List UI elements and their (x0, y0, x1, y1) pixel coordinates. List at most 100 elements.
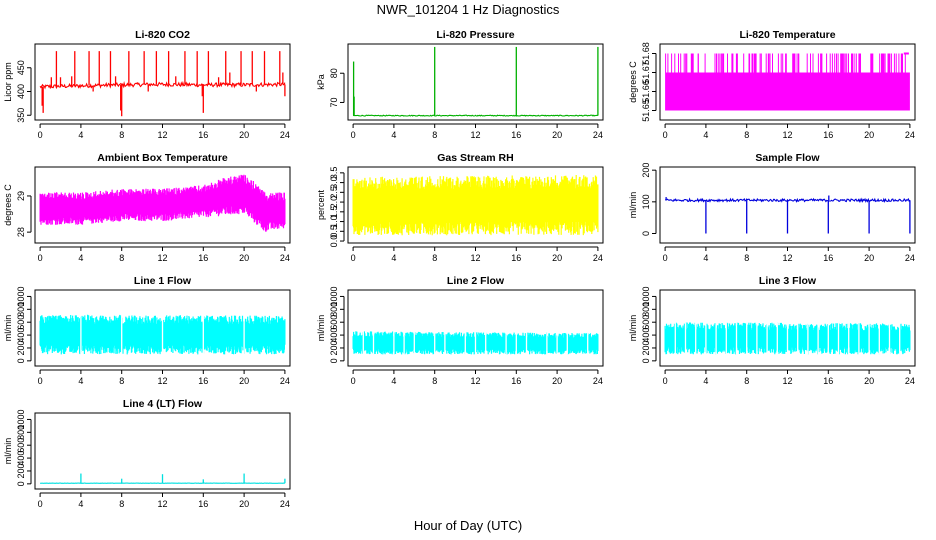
x-axis: 0 4 8 12 16 20 24 (38, 246, 290, 263)
y-tick-label: 51.67 (641, 61, 651, 84)
x-tick-label: 16 (198, 253, 208, 263)
x-tick-label: 8 (432, 130, 437, 140)
y-tick-label: 600 (329, 315, 339, 330)
y-tick-label: 0.5 (329, 225, 339, 238)
plot-frame (347, 289, 604, 367)
y-tick-label: 51.66 (641, 80, 651, 103)
x-tick-label: 4 (391, 130, 396, 140)
panel-4: Gas Stream RH 0 4 8 12 16 20 24 0.00.51.01.52.02… (316, 152, 604, 263)
y-tick-label: 51.65 (641, 99, 651, 122)
x-tick-label: 16 (823, 376, 833, 386)
y-tick-label: 0 (329, 358, 339, 363)
y-tick-label: 800 (16, 425, 26, 440)
y-tick-label: 1.0 (329, 215, 339, 228)
x-tick-label: 4 (703, 376, 708, 386)
x-tick-label: 0 (38, 499, 43, 509)
y-tick-label: 200 (641, 163, 651, 178)
x-tick-label: 20 (552, 253, 562, 263)
panel-title: Li-820 Temperature (739, 29, 835, 41)
panel-title: Ambient Box Temperature (97, 152, 228, 164)
plot-frame (659, 43, 916, 121)
y-tick-label: 200 (641, 340, 651, 355)
y-tick-label: 0 (641, 358, 651, 363)
x-tick-label: 12 (470, 253, 480, 263)
panel-7: Line 2 Flow 0 4 8 12 16 20 24 0 2004006008001000m… (316, 275, 604, 386)
plot-frame (34, 43, 291, 121)
y-axis-label: degrees C (3, 184, 13, 226)
y-tick-label: 200 (16, 463, 26, 478)
series-4 (352, 175, 599, 236)
panel-title: Li-820 CO2 (135, 29, 190, 41)
x-tick-label: 8 (744, 253, 749, 263)
y-tick-label: 800 (641, 302, 651, 317)
y-tick-label: 28 (16, 227, 26, 237)
x-tick-label: 12 (470, 130, 480, 140)
plot-frame (34, 166, 291, 244)
x-tick-label: 12 (157, 376, 167, 386)
y-axis-label: ml/min (628, 192, 638, 219)
x-tick-label: 20 (239, 253, 249, 263)
x-tick-label: 20 (864, 130, 874, 140)
series-7 (352, 331, 599, 355)
panel-8: Line 3 Flow 0 4 8 12 16 20 24 0 2004006008001000m… (628, 275, 916, 386)
y-tick-label: 600 (16, 315, 26, 330)
y-tick-label: 200 (16, 340, 26, 355)
x-tick-label: 8 (119, 130, 124, 140)
y-tick-label: 400 (16, 328, 26, 343)
x-tick-label: 20 (239, 376, 249, 386)
y-tick-label: 51.68 (641, 42, 651, 65)
x-tick-label: 4 (78, 253, 83, 263)
series-3 (39, 174, 286, 232)
x-tick-label: 4 (391, 253, 396, 263)
y-tick-label: 80 (329, 68, 339, 78)
panel-9: Line 4 (LT) Flow 0 4 8 12 16 20 24 0 200400600800… (3, 398, 291, 509)
x-tick-label: 12 (470, 376, 480, 386)
x-tick-label: 12 (157, 130, 167, 140)
panel-title: Line 2 Flow (447, 275, 505, 287)
y-tick-label: 600 (16, 438, 26, 453)
y-axis-label: ml/min (628, 315, 638, 342)
x-tick-label: 8 (119, 499, 124, 509)
x-tick-label: 0 (38, 253, 43, 263)
y-tick-label: 1000 (16, 409, 26, 429)
y-tick-label: 1000 (641, 286, 651, 306)
x-tick-label: 8 (744, 130, 749, 140)
envelope-core (353, 188, 598, 223)
x-tick-label: 4 (78, 376, 83, 386)
series-1 (352, 46, 599, 117)
x-tick-label: 24 (905, 130, 915, 140)
figure-x-axis-label: Hour of Day (UTC) (413, 518, 523, 533)
x-tick-label: 12 (782, 130, 792, 140)
y-tick-label: 70 (329, 97, 339, 107)
y-tick-label: 1.5 (329, 206, 339, 219)
y-tick-label: 350 (16, 108, 26, 123)
x-tick-label: 8 (119, 253, 124, 263)
plot-frame (659, 289, 916, 367)
y-axis-label: ml/min (316, 315, 326, 342)
x-tick-label: 4 (703, 130, 708, 140)
x-tick-label: 24 (280, 253, 290, 263)
series-line (353, 114, 599, 117)
figure-title: NWR_101204 1 Hz Diagnostics (376, 2, 560, 17)
x-tick-label: 0 (351, 130, 356, 140)
y-tick-label: 0 (16, 358, 26, 363)
y-tick-label: 29 (16, 191, 26, 201)
x-axis: 0 4 8 12 16 20 24 (663, 369, 915, 386)
panel-6: Line 1 Flow 0 4 8 12 16 20 24 0 2004006008001000m… (3, 275, 291, 386)
x-axis: 0 4 8 12 16 20 24 (351, 246, 603, 263)
y-tick-label: 450 (16, 60, 26, 75)
panel-title: Li-820 Pressure (436, 29, 514, 41)
x-axis: 0 4 8 12 16 20 24 (351, 123, 603, 140)
x-tick-label: 0 (351, 376, 356, 386)
y-axis-label: degrees C (628, 61, 638, 103)
series-9 (40, 473, 286, 484)
x-tick-label: 24 (280, 130, 290, 140)
